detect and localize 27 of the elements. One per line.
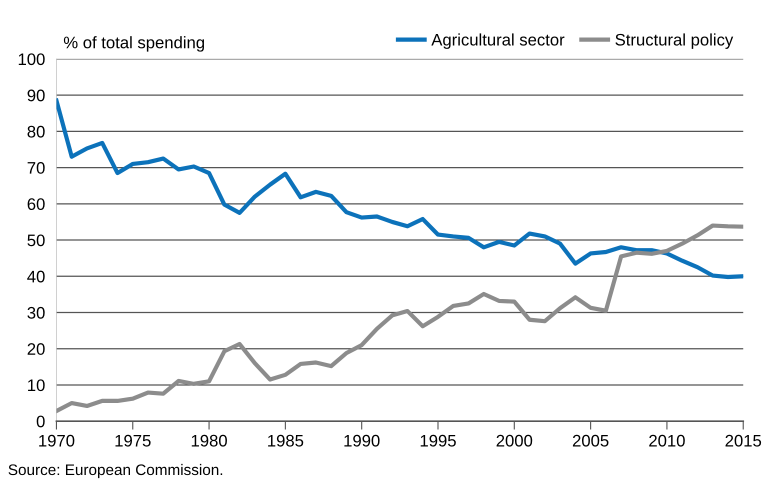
y-tick-label: 70: [28, 162, 45, 174]
y-tick-label: 80: [28, 126, 45, 138]
y-axis-title: % of total spending: [64, 36, 204, 52]
legend-label: Structural policy: [615, 33, 734, 49]
x-tick-label: 1970: [39, 434, 74, 447]
x-tick-label: 2015: [726, 434, 762, 447]
line-series: [56, 98, 744, 280]
x-tick-label: 1995: [420, 434, 456, 447]
y-tick-label: 60: [28, 198, 45, 210]
y-tick-label: 30: [27, 306, 45, 319]
x-tick-label: 1980: [192, 434, 227, 447]
y-tick-label: 50: [27, 234, 45, 246]
legend-label: Agricultural sector: [431, 33, 564, 49]
source-note: Source: European Commission.: [8, 464, 222, 478]
x-tick-label: 1975: [115, 434, 151, 447]
y-tick-label: 100: [18, 53, 45, 66]
y-tick-label: 20: [28, 343, 45, 355]
y-tick-label: 90: [28, 90, 45, 102]
y-tick-label: 0: [36, 416, 45, 428]
x-tick-label: 2000: [496, 434, 532, 447]
y-tick-label: 40: [27, 270, 45, 282]
line-series: [56, 223, 744, 414]
x-tick-label: 2010: [649, 434, 685, 447]
x-tick-label: 2005: [572, 434, 608, 447]
x-tick-label: 1990: [344, 434, 380, 447]
y-tick-label: 10: [28, 379, 45, 392]
x-tick-label: 1985: [268, 434, 304, 447]
